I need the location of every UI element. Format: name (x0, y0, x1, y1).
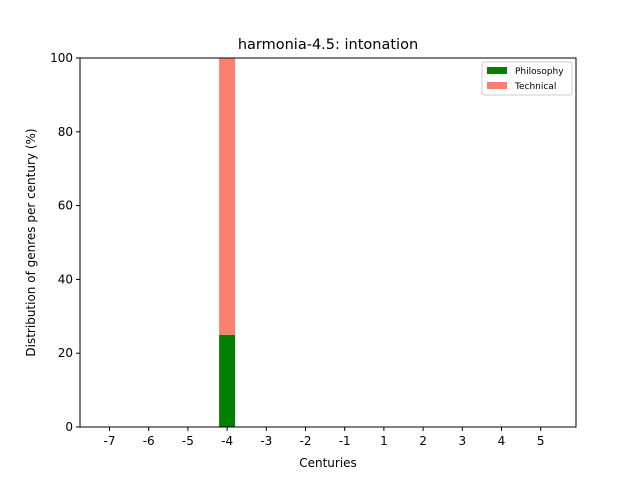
y-tick-label: 60 (58, 199, 73, 213)
y-axis-label: Distribution of genres per century (%) (24, 128, 38, 356)
legend-label-technical: Technical (514, 82, 556, 92)
legend-swatch-technical (487, 82, 507, 89)
x-tick-label: -7 (104, 434, 116, 448)
x-tick-label: -2 (300, 434, 312, 448)
legend-label-philosophy: Philosophy (515, 67, 564, 77)
x-tick-label: -6 (143, 434, 155, 448)
y-tick-label: 40 (58, 272, 73, 286)
plot-frame (79, 57, 577, 428)
bar-technical--4 (219, 58, 236, 335)
y-tick-label: 80 (58, 125, 73, 139)
x-tick-label: 5 (537, 434, 545, 448)
chart-title: harmonia-4.5: intonation (238, 37, 418, 53)
x-tick-label: 3 (458, 434, 466, 448)
x-tick-label: -5 (182, 434, 194, 448)
y-tick-label: 20 (58, 346, 73, 360)
legend-swatch-philosophy (487, 67, 507, 74)
bars-group (219, 58, 236, 427)
bar-philosophy--4 (219, 334, 236, 427)
x-tick-label: 4 (498, 434, 506, 448)
x-tick-label: 1 (380, 434, 388, 448)
x-tick-label: -4 (221, 434, 233, 448)
y-tick-label: 100 (50, 51, 73, 65)
y-axis-ticks: 0 20 40 60 80 100 (50, 51, 80, 434)
x-axis-ticks: -7 -6 -5 -4 -3 -2 -1 1 2 3 4 5 (104, 427, 545, 448)
y-tick-label: 0 (65, 420, 73, 434)
x-tick-label: -1 (339, 434, 351, 448)
legend: Philosophy Technical (481, 61, 573, 96)
x-tick-label: 2 (419, 434, 427, 448)
x-tick-label: -3 (260, 434, 272, 448)
x-axis-label: Centuries (299, 456, 357, 470)
